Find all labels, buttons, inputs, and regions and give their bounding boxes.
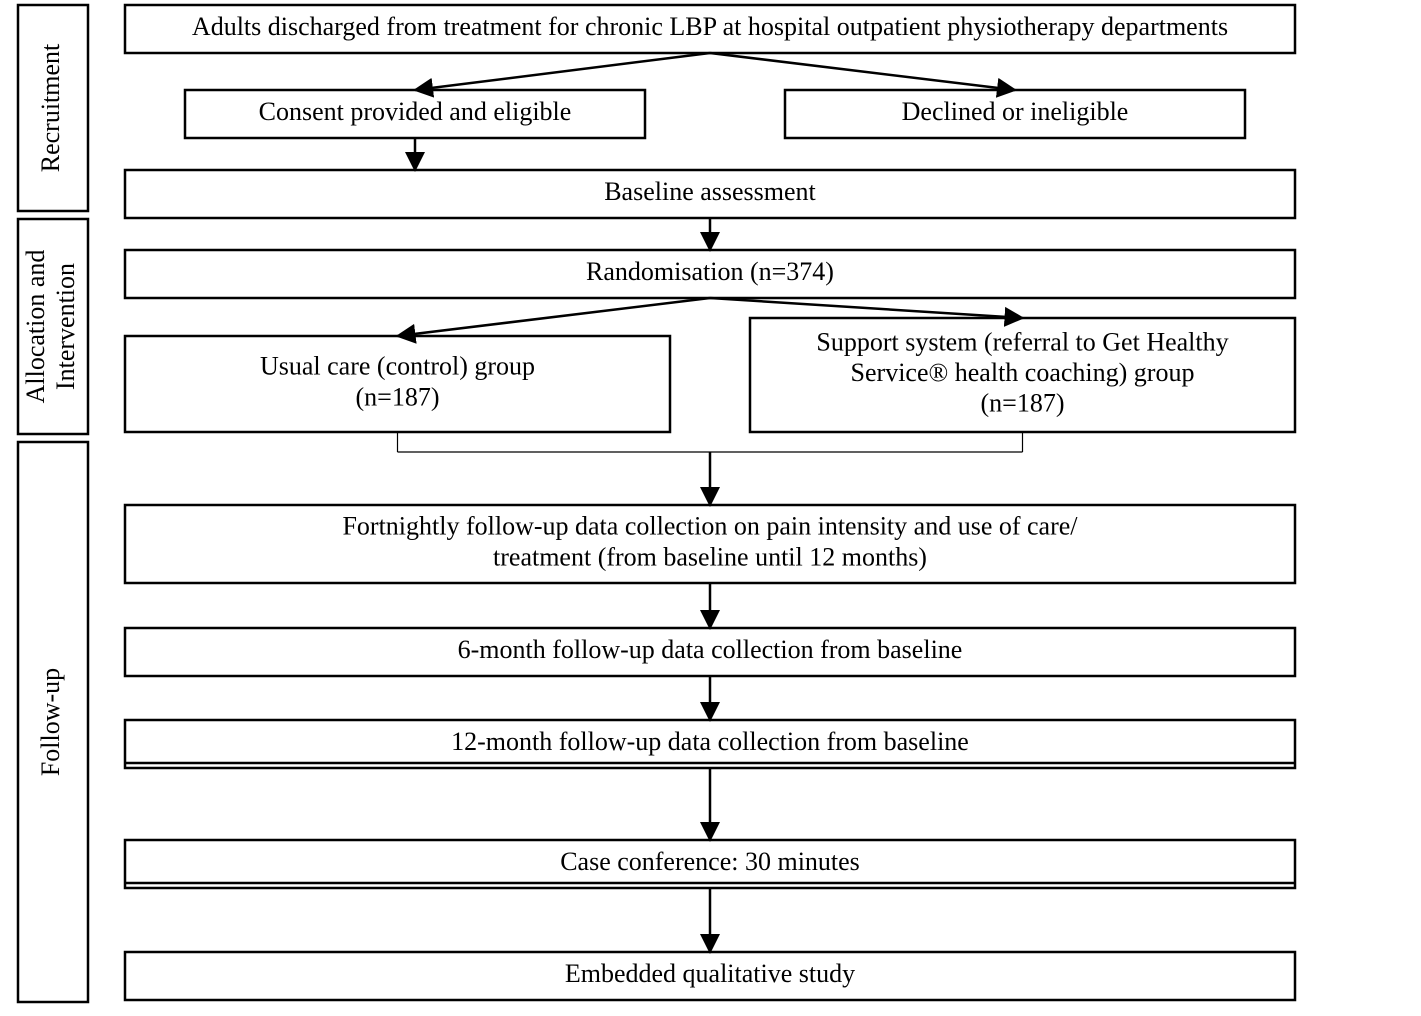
phase-allocation-label: Allocation and: [21, 250, 50, 404]
edge-n-discharged-n-declined: [710, 53, 1015, 90]
n-random-label: Randomisation (n=374): [586, 257, 834, 286]
n-fortnight-label: treatment (from baseline until 12 months…: [493, 542, 927, 571]
edge-n-random-n-support: [710, 298, 1023, 318]
n-qual-label: Embedded qualitative study: [565, 959, 855, 988]
n-fortnight-label: Fortnightly follow-up data collection on…: [342, 512, 1078, 541]
n-6mo-label: 6-month follow-up data collection from b…: [458, 635, 963, 664]
n-case-label: Case conference: 30 minutes: [560, 847, 860, 876]
n-control-label: Usual care (control) group: [260, 352, 535, 381]
n-declined-label: Declined or ineligible: [902, 97, 1129, 126]
n-support-label: Support system (referral to Get Healthy: [816, 327, 1228, 356]
flowchart: Recruitment Allocation andIntervention Fol…: [0, 0, 1421, 1016]
n-baseline-label: Baseline assessment: [604, 177, 816, 206]
n-consent-label: Consent provided and eligible: [259, 97, 572, 126]
n-support-label: Service® health coaching) group: [851, 358, 1195, 387]
n-12mo-label: 12-month follow-up data collection from …: [451, 727, 969, 756]
phase-allocation-label: Intervention: [51, 263, 80, 390]
edge-n-discharged-n-consent: [415, 53, 710, 90]
edge-n-random-n-control: [398, 298, 711, 336]
phase-recruitment-label: Recruitment: [36, 43, 65, 172]
n-control-label: (n=187): [356, 382, 440, 411]
phase-followup-label: Follow-up: [36, 668, 65, 776]
n-discharged-label: Adults discharged from treatment for chr…: [192, 12, 1228, 41]
n-support-label: (n=187): [981, 389, 1065, 418]
